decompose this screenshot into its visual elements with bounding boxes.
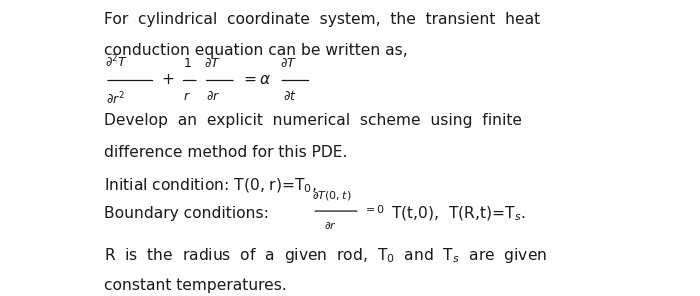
- Text: For  cylindrical  coordinate  system,  the  transient  heat: For cylindrical coordinate system, the t…: [104, 12, 540, 27]
- Text: $\partial r^2$: $\partial r^2$: [106, 90, 125, 107]
- Text: $r$: $r$: [183, 90, 191, 103]
- Text: Boundary conditions:: Boundary conditions:: [104, 206, 269, 221]
- Text: $\partial^2T$: $\partial^2T$: [105, 54, 128, 70]
- Text: $1$: $1$: [183, 57, 192, 70]
- Text: T(t,0),  T(R,t)=T$_s$.: T(t,0), T(R,t)=T$_s$.: [391, 205, 525, 223]
- Text: R  is  the  radius  of  a  given  rod,  T$_0$  and  T$_s$  are  given: R is the radius of a given rod, T$_0$ an…: [104, 246, 547, 265]
- Text: $\partial r$: $\partial r$: [206, 90, 220, 103]
- Text: $\partial T(0,t)$: $\partial T(0,t)$: [312, 189, 351, 202]
- Text: $+$: $+$: [161, 72, 174, 86]
- Text: $\partial t$: $\partial t$: [283, 90, 297, 103]
- Text: $\partial T$: $\partial T$: [280, 57, 297, 70]
- Text: difference method for this PDE.: difference method for this PDE.: [104, 145, 347, 160]
- Text: $\partial T$: $\partial T$: [204, 57, 221, 70]
- Text: $\partial r$: $\partial r$: [324, 220, 337, 231]
- Text: constant temperatures.: constant temperatures.: [104, 278, 286, 293]
- Text: $= 0$: $= 0$: [363, 203, 384, 215]
- Text: $= \alpha$: $= \alpha$: [240, 72, 271, 86]
- Text: conduction equation can be written as,: conduction equation can be written as,: [104, 43, 407, 58]
- Text: Initial condition: T(0, r)=T$_0$,: Initial condition: T(0, r)=T$_0$,: [104, 177, 316, 195]
- Text: Develop  an  explicit  numerical  scheme  using  finite: Develop an explicit numerical scheme usi…: [104, 113, 522, 128]
